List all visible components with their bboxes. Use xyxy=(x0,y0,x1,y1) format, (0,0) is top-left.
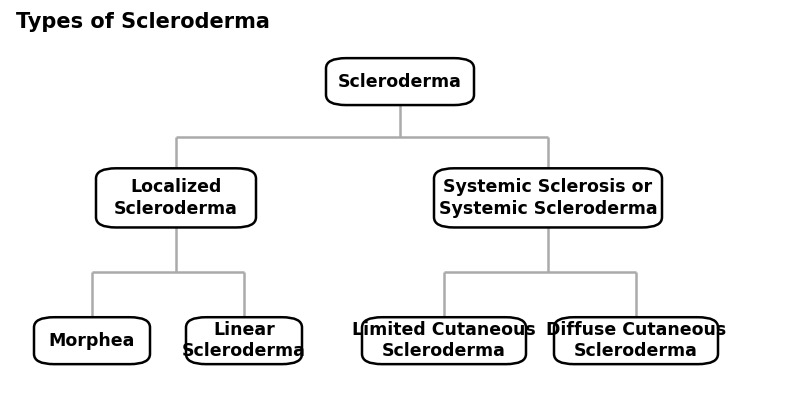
FancyBboxPatch shape xyxy=(554,317,718,364)
FancyBboxPatch shape xyxy=(34,317,150,364)
FancyBboxPatch shape xyxy=(96,168,256,228)
FancyBboxPatch shape xyxy=(434,168,662,228)
Text: Localized
Scleroderma: Localized Scleroderma xyxy=(114,178,238,217)
Text: Limited Cutaneous
Scleroderma: Limited Cutaneous Scleroderma xyxy=(352,321,536,360)
Text: Linear
Scleroderma: Linear Scleroderma xyxy=(182,321,306,360)
Text: Diffuse Cutaneous
Scleroderma: Diffuse Cutaneous Scleroderma xyxy=(546,321,726,360)
FancyBboxPatch shape xyxy=(186,317,302,364)
Text: Morphea: Morphea xyxy=(49,332,135,350)
Text: Types of Scleroderma: Types of Scleroderma xyxy=(16,12,270,32)
Text: Systemic Sclerosis or
Systemic Scleroderma: Systemic Sclerosis or Systemic Scleroder… xyxy=(438,178,658,217)
FancyBboxPatch shape xyxy=(362,317,526,364)
FancyBboxPatch shape xyxy=(326,58,474,105)
Text: Scleroderma: Scleroderma xyxy=(338,73,462,91)
